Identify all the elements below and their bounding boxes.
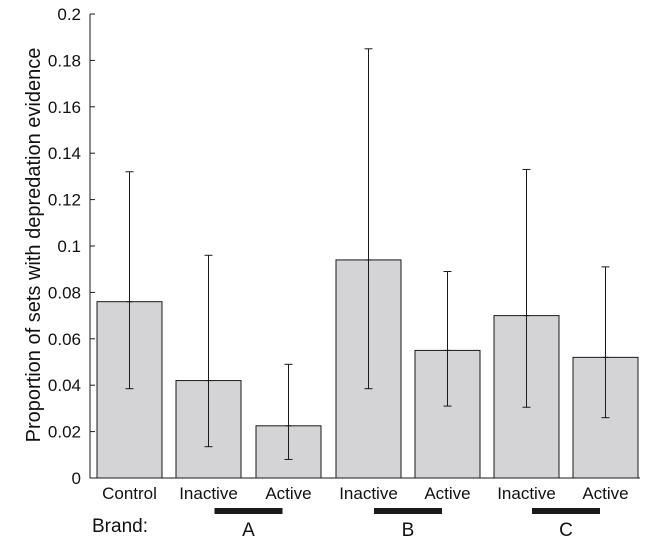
brand-label: C <box>559 520 573 541</box>
brand-group-bar <box>214 508 283 514</box>
y-tick-label: 0.12 <box>48 191 81 210</box>
brand-groups: A B C <box>214 508 600 541</box>
y-tick-label: 0.14 <box>48 144 81 163</box>
error-bars <box>125 48 610 460</box>
brand-group-bar <box>374 508 442 514</box>
brand-label: A <box>242 520 255 541</box>
y-tick-label: 0.08 <box>48 283 81 302</box>
category-label: Active <box>424 484 470 503</box>
y-axis-label: Proportion of sets with depredation evid… <box>23 48 45 443</box>
y-tick-label: 0.02 <box>48 423 81 442</box>
brand-group-bar <box>532 508 600 514</box>
bars <box>96 259 639 479</box>
category-label: Active <box>582 484 628 503</box>
y-tick-label: 0.16 <box>48 98 81 117</box>
y-tick-label: 0.18 <box>48 51 81 70</box>
y-tick-label: 0 <box>72 469 81 488</box>
y-tick-label: 0.2 <box>57 5 81 24</box>
category-label: Inactive <box>179 484 238 503</box>
y-tick-label: 0.1 <box>57 237 81 256</box>
category-labels: Control Inactive Active Inactive Active Inact… <box>102 484 629 503</box>
category-label: Inactive <box>339 484 398 503</box>
brand-prefix-label: Brand: <box>92 516 148 537</box>
y-tick-label: 0.04 <box>48 376 81 395</box>
category-label: Control <box>102 484 157 503</box>
category-label: Inactive <box>497 484 556 503</box>
category-label: Active <box>265 484 311 503</box>
y-ticks: 0 0.02 0.04 0.06 0.08 0.1 0.12 0.14 0.16 0.18 0.2 <box>48 5 95 488</box>
brand-label: B <box>402 520 415 541</box>
y-tick-label: 0.06 <box>48 330 81 349</box>
